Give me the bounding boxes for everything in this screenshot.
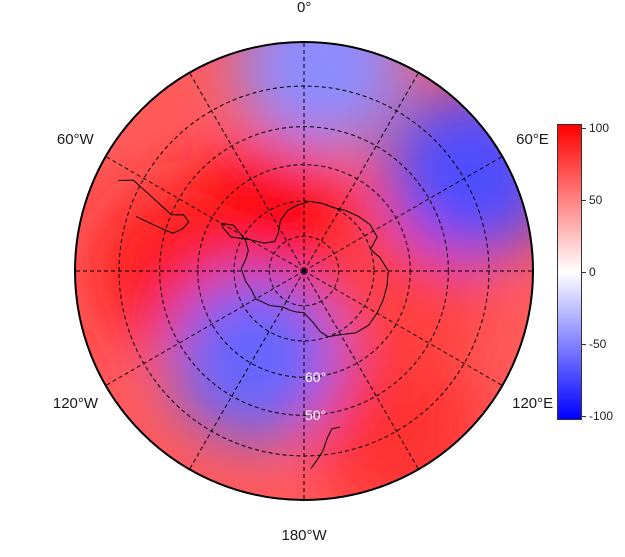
map-boundary (74, 41, 534, 501)
colorbar-tick (581, 200, 586, 201)
longitude-label: 120°E (512, 394, 554, 412)
meridian-line (303, 270, 419, 470)
colorbar-tick-label: -50 (589, 337, 607, 351)
colorbar (557, 124, 582, 420)
colorbar-tick (581, 416, 586, 417)
new-zealand-coastline (310, 426, 341, 469)
colorbar-tick-label: 50 (589, 193, 603, 207)
meridian-line (105, 270, 305, 386)
longitude-label: 60°E (516, 130, 549, 148)
longitude-label: 60°W (56, 130, 94, 148)
south-america-coastline (118, 179, 190, 234)
colorbar-tick-label: -100 (589, 409, 614, 423)
colorbar-tick (581, 128, 586, 129)
colorbar-tick (581, 344, 586, 345)
meridian-line (303, 156, 503, 272)
latitude-circle (233, 200, 375, 342)
graticule (75, 42, 533, 500)
antarctica-coastline (220, 200, 389, 338)
colorbar-tick-label: 0 (589, 265, 596, 279)
meridian-line (303, 72, 419, 272)
latitude-label: 60° (305, 369, 327, 386)
meridian-line (105, 156, 305, 272)
latitude-circle (159, 126, 449, 416)
field-blue-low (236, 42, 407, 151)
meridian-line (189, 72, 305, 272)
latitude-label: 50° (305, 407, 327, 424)
data-field-layer (75, 42, 533, 500)
coastline-layer (118, 179, 389, 469)
longitude-label: 180°W (281, 526, 327, 544)
colorbar-tick (581, 272, 586, 273)
latitude-circle (268, 235, 340, 307)
longitude-label: 120°W (52, 394, 99, 412)
meridian-line (189, 270, 305, 470)
longitude-label: 0° (297, 0, 312, 16)
colorbar-tick-label: 100 (589, 121, 610, 135)
meridian-line (303, 270, 503, 386)
